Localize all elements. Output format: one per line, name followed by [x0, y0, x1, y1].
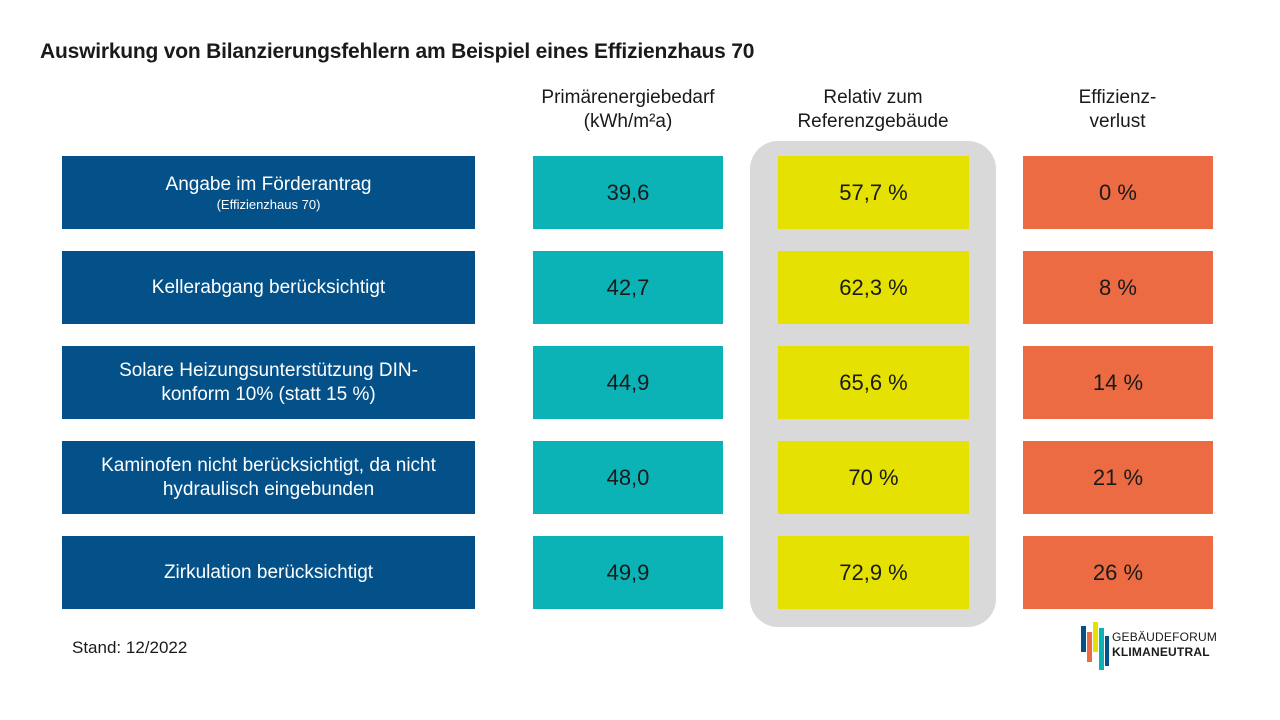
primary-value: 42,7 [533, 251, 723, 324]
header-relativ-line1: Relativ zum [823, 87, 923, 108]
footer-stand: Stand: 12/2022 [72, 638, 188, 657]
header-verlust: Effizienz- verlust [1010, 86, 1225, 134]
logo: GEBÄUDEFORUM KLIMANEUTRAL [1080, 618, 1220, 674]
logo-line1: GEBÄUDEFORUM [1112, 630, 1218, 644]
row-label: Kaminofen nicht berücksichtigt, da nicht… [62, 441, 475, 514]
relativ-value: 65,6 % [778, 346, 969, 419]
verlust-value: 21 % [1023, 441, 1213, 514]
logo-text: GEBÄUDEFORUM KLIMANEUTRAL [1112, 630, 1217, 660]
relativ-value: 70 % [778, 441, 969, 514]
row-label-line: hydraulisch eingebunden [162, 478, 375, 500]
row-label-line: Zirkulation berücksichtigt [163, 561, 374, 583]
row-label: Zirkulation berücksichtigt [62, 536, 475, 609]
row-label-line: Angabe im Förderantrag [165, 173, 372, 195]
header-verlust-line1: Effizienz- [1078, 87, 1157, 108]
header-primary-line2: (kWh/m²a) [583, 111, 673, 132]
row-label: Angabe im Förderantrag (Effizienzhaus 70) [62, 156, 475, 229]
logo-bars-icon [1081, 622, 1109, 670]
row-label: Solare Heizungsunterstützung DIN-konform… [62, 346, 475, 419]
chart-title: Auswirkung von Bilanzierungsfehlern am B… [40, 40, 755, 63]
row-sublabel: (Effizienzhaus 70) [216, 196, 321, 212]
verlust-value: 0 % [1023, 156, 1213, 229]
relativ-value: 62,3 % [778, 251, 969, 324]
primary-value: 39,6 [533, 156, 723, 229]
row-label-line: Kaminofen nicht berücksichtigt, da nicht [101, 454, 436, 476]
verlust-value: 8 % [1023, 251, 1213, 324]
row-label: Kellerabgang berücksichtigt [62, 251, 475, 324]
primary-value: 49,9 [533, 536, 723, 609]
row-label-line: Solare Heizungsunterstützung DIN- [119, 359, 418, 381]
header-relativ-line2: Referenzgebäude [797, 111, 949, 132]
relativ-value: 72,9 % [778, 536, 969, 609]
row-label-line: konform 10% (statt 15 %) [161, 383, 376, 405]
verlust-value: 14 % [1023, 346, 1213, 419]
header-primary: Primärenergiebedarf (kWh/m²a) [528, 86, 728, 134]
verlust-value: 26 % [1023, 536, 1213, 609]
header-verlust-line2: verlust [1089, 111, 1146, 132]
relativ-value: 57,7 % [778, 156, 969, 229]
primary-value: 44,9 [533, 346, 723, 419]
row-label-line: Kellerabgang berücksichtigt [151, 276, 386, 298]
header-relativ: Relativ zum Referenzgebäude [760, 86, 986, 134]
logo-line2: KLIMANEUTRAL [1112, 645, 1210, 659]
header-primary-line1: Primärenergiebedarf [541, 87, 715, 108]
primary-value: 48,0 [533, 441, 723, 514]
